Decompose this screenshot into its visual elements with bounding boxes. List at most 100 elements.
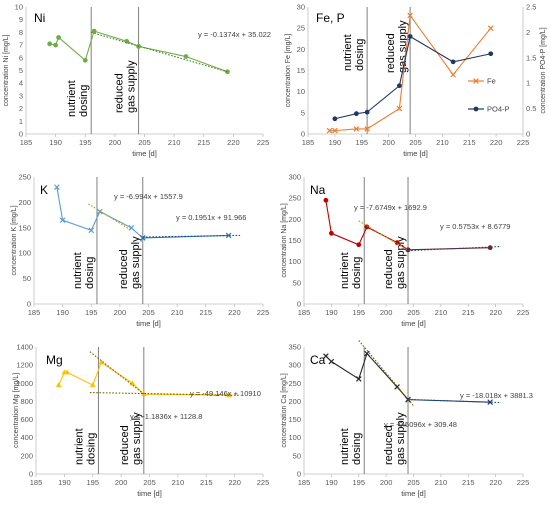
- y-tick-label: 50: [23, 274, 31, 283]
- x-tick-label: 225: [517, 478, 530, 487]
- x-tick-label: 200: [109, 138, 122, 147]
- y-tick-label: 10: [297, 87, 305, 96]
- trendline: [408, 245, 502, 252]
- data-point: [129, 380, 136, 386]
- event-label: reducedgas supply: [118, 236, 142, 289]
- data-point: [98, 359, 105, 365]
- x-tick-label: 225: [257, 308, 270, 317]
- y-tick-label: 0: [19, 130, 23, 139]
- y-tick-label: 100: [288, 433, 301, 442]
- x-tick-label: 195: [352, 478, 365, 487]
- x-tick-label: 200: [382, 138, 395, 147]
- event-label-line: gas supply: [395, 236, 407, 289]
- chart-panel-1: 185 190 195 200 205 210 215 220 2250510152025300…: [285, 3, 547, 159]
- trendline-equation: y = -7.6749x + 1692.9: [354, 203, 427, 212]
- chart-panel-0: 185 190 195 200 205 210 215 220 225 0 1 2 3 4 5 6 7 8 9 10 t…: [3, 3, 271, 159]
- event-label-line: dosing: [84, 257, 96, 289]
- data-point: [394, 384, 400, 390]
- x-tick-label: 205: [407, 308, 420, 317]
- y-tick-label: 1400: [16, 343, 33, 352]
- data-point: [82, 57, 88, 63]
- event-label: nutrientdosing: [342, 34, 366, 71]
- y-axis-label: concentration Na [mg/L]: [281, 203, 288, 277]
- y-tick-label: 150: [288, 236, 301, 245]
- y-tick-label: 6: [19, 53, 23, 62]
- event-label-line: reduced: [383, 425, 395, 465]
- x-tick-label: 185: [28, 308, 41, 317]
- trendline-equation: y = -0.5096x + 309.48: [384, 420, 457, 429]
- x-tick-label: 205: [142, 308, 155, 317]
- x-tick-label: 205: [407, 478, 420, 487]
- y-tick-label: 100: [18, 249, 31, 258]
- data-point: [56, 35, 61, 40]
- x-tick-label: 205: [143, 478, 156, 487]
- x-tick-label: 215: [197, 138, 210, 147]
- trendline-equation: y = 0.5753x + 8.6779: [440, 222, 510, 231]
- data-point: [323, 197, 329, 203]
- y-tick-label: 20: [297, 45, 305, 54]
- x-tick-label: 225: [257, 478, 270, 487]
- x-tick-label: 225: [257, 138, 270, 147]
- event-label-line: nutrient: [66, 80, 78, 117]
- data-point: [396, 105, 403, 112]
- x-tick-label: 185: [30, 478, 43, 487]
- y-tick-label: 150: [18, 223, 31, 232]
- event-label: reducedgas supply: [383, 236, 407, 289]
- data-point: [53, 42, 59, 48]
- data-point: [54, 184, 60, 190]
- y-tick-label: 400: [20, 433, 33, 442]
- y-tick-label: 5: [19, 66, 23, 75]
- event-label-line: gas supply: [395, 412, 407, 465]
- trendline-equation: y = -0.1374x + 35.022: [198, 30, 271, 39]
- y-tick-label: 25: [297, 24, 305, 33]
- x-tick-label: 200: [114, 308, 127, 317]
- trendline: [91, 31, 228, 73]
- trendline-equation: y = -1.1836x + 1128.8: [130, 412, 202, 421]
- x-tick-label: 220: [489, 308, 502, 317]
- y-axis-label: concentration K [mg/L]: [11, 205, 18, 275]
- y-tick-label: 200: [20, 451, 33, 460]
- x-axis-label: time [d]: [403, 149, 428, 158]
- y2-tick-label: 2.5: [526, 3, 536, 12]
- data-point: [55, 382, 62, 388]
- y-tick-label: 0: [29, 470, 33, 479]
- chart-panel-5: 185 190 195 200 205 210 215 220 225 0 50 100 150 200 2…: [281, 340, 533, 498]
- event-label: reducedgas supply: [385, 20, 409, 73]
- legend-swatch-marker: [473, 78, 479, 84]
- x-tick-label: 210: [435, 308, 448, 317]
- data-point: [226, 392, 232, 398]
- y-tick-label: 100: [288, 257, 301, 266]
- x-tick-label: 195: [79, 138, 92, 147]
- x-tick-label: 195: [85, 308, 98, 317]
- data-point: [47, 41, 53, 47]
- y-tick-label: 300: [288, 361, 301, 370]
- y-tick-label: 200: [18, 198, 31, 207]
- data-point: [364, 126, 370, 132]
- event-label-line: reduced: [114, 73, 126, 113]
- x-tick-label: 195: [86, 478, 99, 487]
- x-tick-label: 215: [462, 478, 475, 487]
- y-tick-label: 10: [15, 3, 23, 12]
- legend-label: Fe: [487, 77, 496, 86]
- event-label-line: gas supply: [131, 412, 143, 465]
- y-tick-label: 3: [19, 91, 23, 100]
- x-tick-label: 190: [56, 308, 69, 317]
- x-tick-label: 185: [302, 138, 315, 147]
- chart-title: K: [40, 183, 48, 197]
- data-point: [332, 127, 338, 134]
- x-tick-label: 200: [115, 478, 128, 487]
- y-tick-label: 800: [20, 397, 33, 406]
- series-line: [408, 247, 491, 251]
- series-line: [325, 352, 409, 400]
- data-point: [364, 224, 370, 230]
- x-tick-label: 215: [199, 308, 212, 317]
- chart-title: Na: [310, 183, 326, 197]
- event-label-line: dosing: [85, 433, 97, 465]
- data-point: [88, 227, 95, 234]
- y-tick-label: 5: [301, 108, 305, 117]
- data-point: [139, 235, 146, 241]
- y-tick-label: 9: [19, 15, 23, 24]
- x-tick-label: 220: [489, 478, 502, 487]
- event-label-line: reduced: [119, 425, 131, 465]
